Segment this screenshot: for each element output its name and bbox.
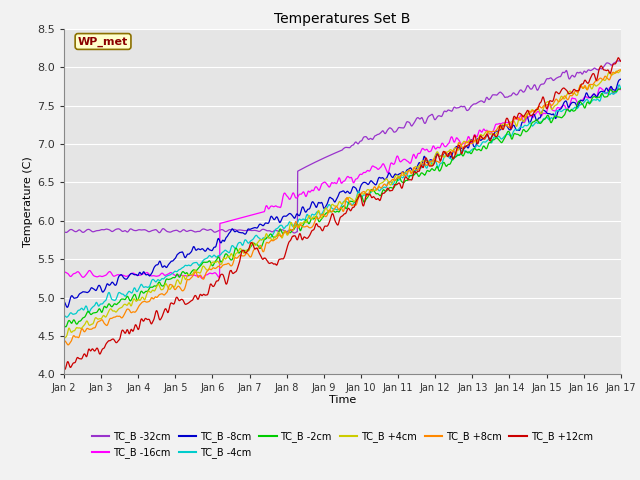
- TC_B -4cm: [617, 85, 625, 91]
- TC_B +8cm: [502, 122, 509, 128]
- TC_B +12cm: [502, 118, 509, 124]
- TC_B -2cm: [60, 323, 68, 329]
- TC_B -4cm: [502, 132, 509, 138]
- Line: TC_B -16cm: TC_B -16cm: [64, 87, 621, 278]
- TC_B -8cm: [551, 115, 559, 121]
- Text: WP_met: WP_met: [78, 36, 128, 47]
- TC_B -16cm: [551, 108, 559, 114]
- TC_B +4cm: [170, 284, 178, 290]
- TC_B -2cm: [617, 86, 625, 92]
- TC_B -32cm: [170, 228, 178, 234]
- TC_B -8cm: [184, 251, 192, 257]
- TC_B +12cm: [60, 367, 68, 372]
- Line: TC_B -32cm: TC_B -32cm: [64, 60, 621, 233]
- TC_B -2cm: [184, 272, 192, 278]
- TC_B -2cm: [429, 167, 437, 172]
- TC_B +8cm: [617, 67, 625, 72]
- Y-axis label: Temperature (C): Temperature (C): [23, 156, 33, 247]
- TC_B -8cm: [171, 256, 179, 262]
- TC_B +12cm: [551, 92, 559, 98]
- Line: TC_B -8cm: TC_B -8cm: [64, 79, 621, 307]
- Line: TC_B -2cm: TC_B -2cm: [64, 89, 621, 327]
- Line: TC_B +8cm: TC_B +8cm: [64, 70, 621, 345]
- TC_B +12cm: [614, 55, 622, 60]
- TC_B -4cm: [171, 268, 179, 274]
- TC_B +12cm: [429, 163, 436, 168]
- TC_B -32cm: [246, 228, 254, 233]
- Line: TC_B +4cm: TC_B +4cm: [64, 71, 621, 338]
- TC_B -8cm: [246, 226, 254, 232]
- TC_B -32cm: [429, 113, 437, 119]
- Line: TC_B -4cm: TC_B -4cm: [64, 85, 621, 317]
- TC_B +4cm: [246, 245, 254, 251]
- TC_B -4cm: [60, 313, 68, 319]
- X-axis label: Time: Time: [329, 395, 356, 405]
- TC_B +8cm: [60, 338, 68, 344]
- TC_B -16cm: [170, 272, 178, 278]
- Line: TC_B +12cm: TC_B +12cm: [64, 58, 621, 370]
- TC_B +8cm: [171, 287, 179, 292]
- TC_B -8cm: [502, 122, 509, 128]
- TC_B -16cm: [617, 87, 625, 93]
- TC_B -32cm: [60, 229, 68, 235]
- TC_B +4cm: [617, 68, 625, 73]
- TC_B +8cm: [246, 254, 254, 260]
- TC_B -32cm: [617, 58, 625, 63]
- Title: Temperatures Set B: Temperatures Set B: [274, 12, 411, 26]
- TC_B -4cm: [184, 263, 192, 268]
- TC_B +8cm: [429, 157, 437, 163]
- TC_B +12cm: [246, 241, 254, 247]
- TC_B +8cm: [551, 97, 559, 103]
- TC_B -8cm: [429, 158, 437, 164]
- TC_B -16cm: [60, 269, 68, 275]
- TC_B -4cm: [63, 314, 70, 320]
- TC_B -32cm: [502, 95, 509, 100]
- TC_B -16cm: [429, 143, 437, 149]
- TC_B +12cm: [170, 300, 178, 306]
- TC_B -32cm: [291, 230, 298, 236]
- TC_B -2cm: [61, 324, 69, 330]
- Legend: TC_B -32cm, TC_B -16cm, TC_B -8cm, TC_B -4cm, TC_B -2cm, TC_B +4cm, TC_B +8cm, T: TC_B -32cm, TC_B -16cm, TC_B -8cm, TC_B …: [88, 428, 596, 462]
- TC_B +4cm: [60, 336, 68, 341]
- TC_B +12cm: [617, 59, 625, 64]
- TC_B -16cm: [502, 120, 509, 125]
- TC_B +12cm: [184, 300, 191, 306]
- TC_B -8cm: [60, 299, 68, 305]
- TC_B -32cm: [551, 76, 559, 82]
- TC_B -16cm: [198, 276, 206, 281]
- TC_B +4cm: [184, 272, 191, 277]
- TC_B -2cm: [246, 244, 254, 250]
- TC_B +4cm: [551, 103, 559, 109]
- TC_B -4cm: [246, 238, 254, 244]
- TC_B -4cm: [616, 82, 623, 88]
- TC_B -4cm: [429, 162, 437, 168]
- TC_B -2cm: [171, 275, 179, 281]
- TC_B +8cm: [65, 342, 72, 348]
- TC_B -2cm: [551, 113, 559, 119]
- TC_B -2cm: [502, 133, 509, 139]
- TC_B -32cm: [184, 228, 191, 234]
- TC_B +8cm: [184, 276, 192, 282]
- TC_B -16cm: [184, 273, 191, 279]
- TC_B -16cm: [607, 84, 614, 90]
- TC_B -8cm: [63, 304, 71, 310]
- TC_B +4cm: [502, 121, 509, 127]
- TC_B +4cm: [429, 160, 436, 166]
- TC_B -4cm: [551, 112, 559, 118]
- TC_B -8cm: [617, 76, 625, 82]
- TC_B -16cm: [246, 213, 254, 218]
